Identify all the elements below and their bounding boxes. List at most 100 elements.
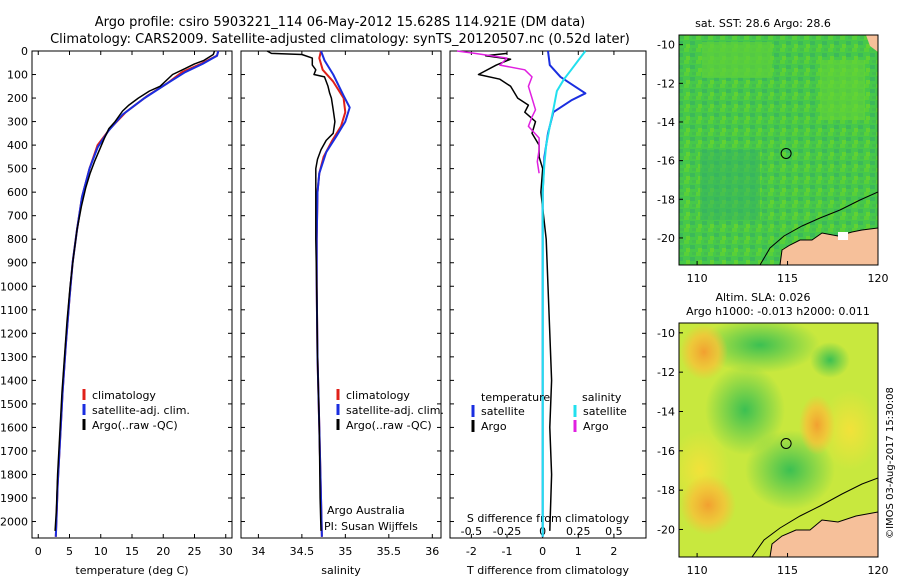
depth-tick-label: 700 (7, 210, 28, 223)
sst-cool-patch (700, 150, 760, 220)
legend-label: climatology (92, 389, 156, 402)
x-tick-label: 30 (219, 545, 233, 558)
legend-label: satellite (583, 405, 627, 418)
map-x-tick-label: 120 (868, 272, 889, 285)
depth-tick-label: 900 (7, 257, 28, 270)
map-y-tick-label: -20 (657, 232, 675, 245)
sst-coastline (779, 227, 878, 265)
x-tick-label: 20 (156, 545, 170, 558)
map-y-tick-label: -18 (657, 484, 675, 497)
sst-argo-position-marker (780, 147, 792, 159)
x-tick-label: 15 (125, 545, 139, 558)
sla-argo-position-marker (780, 438, 792, 450)
sal-plot-frame (240, 50, 442, 539)
x-tick-label: 2 (610, 545, 617, 558)
map-y-tick-label: -10 (657, 327, 675, 340)
temp-x-axis-label: temperature (deg C) (75, 564, 188, 577)
map-y-tick-label: -20 (657, 523, 675, 536)
credit-label: Argo Australia (327, 504, 405, 517)
x-tick-label: -2 (466, 545, 477, 558)
depth-tick-label: 1100 (0, 304, 28, 317)
depth-tick-label: 1500 (0, 398, 28, 411)
x-tick-label: 25 (188, 545, 202, 558)
depth-tick-label: 1200 (0, 327, 28, 340)
x-tick-label: -1 (502, 545, 513, 558)
sla-orange-blob (680, 475, 736, 535)
sla-green-blob (700, 323, 820, 373)
sla-orange-blob (799, 395, 835, 455)
salinity-profile-plot: 34 34.5 35 35.5 36 salinity climatology satelli… (240, 50, 444, 577)
legend-salinity-heading: salinity (582, 391, 622, 404)
x-tick-label: 36 (425, 545, 439, 558)
x-tick-label: 0 (35, 545, 42, 558)
legend-label: Argo (481, 420, 507, 433)
s-axis-label: S difference from climatology (467, 512, 630, 525)
pi-label: PI: Susan Wijffels (324, 520, 418, 533)
sst-coastline (759, 191, 878, 265)
depth-tick-label: 2000 (0, 516, 28, 529)
depth-tick-label: 0 (21, 45, 28, 58)
x-tick-label: 34.5 (290, 545, 315, 558)
map-y-tick-label: -18 (657, 193, 675, 206)
legend-label: Argo (583, 420, 609, 433)
legend-temperature-heading: temperature (481, 391, 550, 404)
depth-tick-label: 100 (7, 69, 28, 82)
diff-x-axis-label: T difference from climatology (466, 564, 629, 577)
sla-coastline (751, 477, 878, 557)
map-x-tick-label: 120 (868, 564, 889, 577)
legend-label: satellite-adj. clim. (92, 404, 190, 417)
depth-tick-label: 1600 (0, 421, 28, 434)
x-tick-label: 5 (66, 545, 73, 558)
map-y-tick-label: -16 (657, 445, 675, 458)
sla-land (770, 512, 878, 557)
depth-tick-label: 1700 (0, 445, 28, 458)
header-line2: Climatology: CARS2009. Satellite-adjuste… (50, 32, 630, 47)
map-y-tick-label: -14 (657, 116, 675, 129)
legend-label: climatology (346, 389, 410, 402)
depth-tick-label: 1000 (0, 280, 28, 293)
depth-tick-label: 1300 (0, 351, 28, 364)
sla-map: Altim. SLA: 0.026 Argo h1000: -0.013 h20… (657, 291, 888, 577)
legend-label: satellite-adj. clim. (346, 404, 444, 417)
legend-label: satellite (481, 405, 525, 418)
temp-series-argo (54, 50, 216, 531)
sst-warm-patch (702, 42, 772, 78)
sla-yellow-blob (820, 390, 878, 470)
sst-map: sat. SST: 28.6 Argo: 28.6 110 115 120 -10 -1… (657, 17, 888, 285)
map-y-tick-label: -12 (657, 77, 675, 90)
sst-warm-patch (820, 60, 865, 120)
map-x-tick-label: 110 (687, 272, 708, 285)
depth-tick-label: 1400 (0, 374, 28, 387)
temperature-profile-plot: 0100200300400500600700800900100011001200… (0, 45, 233, 577)
x-tick-label: 1 (575, 545, 582, 558)
difference-profile-plot: -2 -1 0 1 2 T difference from climatology -0.5… (449, 50, 647, 577)
map-x-tick-label: 115 (777, 564, 798, 577)
x-tick-label: 34 (251, 545, 265, 558)
sst-map-title: sat. SST: 28.6 Argo: 28.6 (695, 17, 831, 30)
map-x-tick-label: 115 (777, 272, 798, 285)
map-y-tick-label: -14 (657, 405, 675, 418)
sla-green-blob (705, 365, 785, 455)
header-line1: Argo profile: csiro 5903221_114 06-May-2… (95, 15, 586, 30)
sal-x-axis-label: salinity (321, 564, 361, 577)
map-x-tick-label: 110 (687, 564, 708, 577)
s-tick-label: -0.5 (461, 525, 482, 538)
sal-series-argo (266, 50, 336, 531)
map-y-tick-label: -16 (657, 155, 675, 168)
temp-plot-frame (31, 50, 233, 539)
sst-land (866, 35, 878, 52)
sla-map-title2: Argo h1000: -0.013 h2000: 0.011 (686, 305, 870, 318)
depth-tick-label: 1800 (0, 468, 28, 481)
timestamp-label: ©IMOS 03-Aug-2017 15:30:08 (885, 387, 896, 539)
legend-label: Argo(..raw -QC) (346, 419, 432, 432)
sla-map-frame (678, 322, 879, 558)
depth-tick-label: 800 (7, 233, 28, 246)
sla-map-title1: Altim. SLA: 0.026 (715, 291, 810, 304)
depth-tick-label: 1900 (0, 492, 28, 505)
depth-tick-label: 500 (7, 163, 28, 176)
x-tick-label: 10 (94, 545, 108, 558)
legend-label: Argo(..raw -QC) (92, 419, 178, 432)
sla-coastline (769, 511, 878, 557)
sst-land (780, 228, 878, 265)
